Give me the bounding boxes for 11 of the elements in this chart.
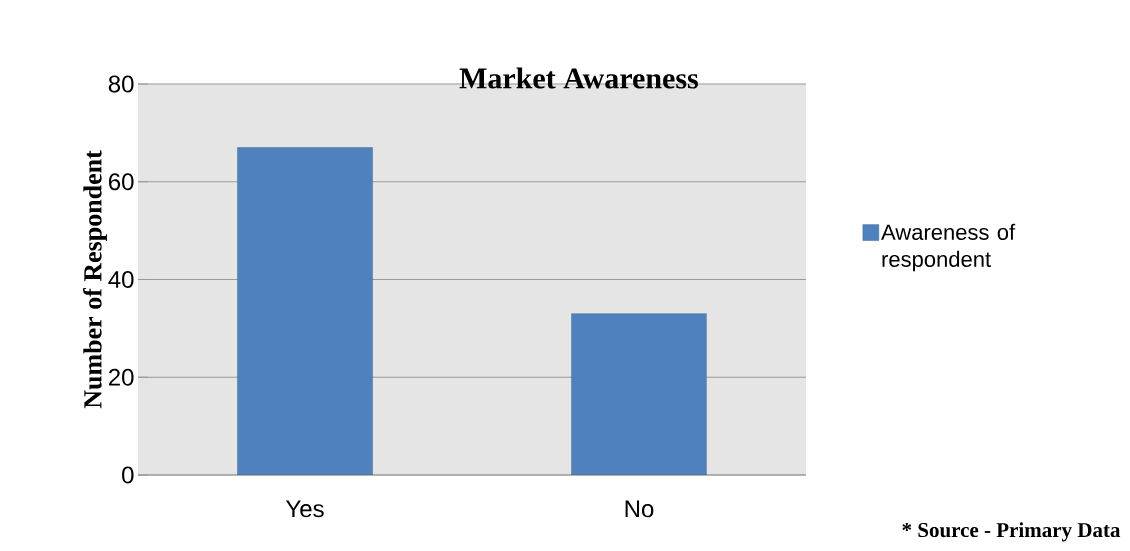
chart-title: Market Awareness [459, 67, 698, 89]
y-tick-label: 0 [122, 466, 134, 484]
y-tick-label: 80 [108, 75, 134, 93]
y-tick-label: 20 [108, 368, 134, 386]
text: * Source - Primary Data [902, 522, 1121, 542]
x-tick-label: No [625, 500, 654, 518]
y-tick-label: 60 [109, 173, 134, 191]
y-tick-label: 40 [108, 271, 134, 288]
y-axis-title: Number of Respondent [83, 150, 107, 409]
legend-label: Awareness of respondent [881, 223, 1016, 272]
x-tick-label: Yes [285, 500, 324, 518]
